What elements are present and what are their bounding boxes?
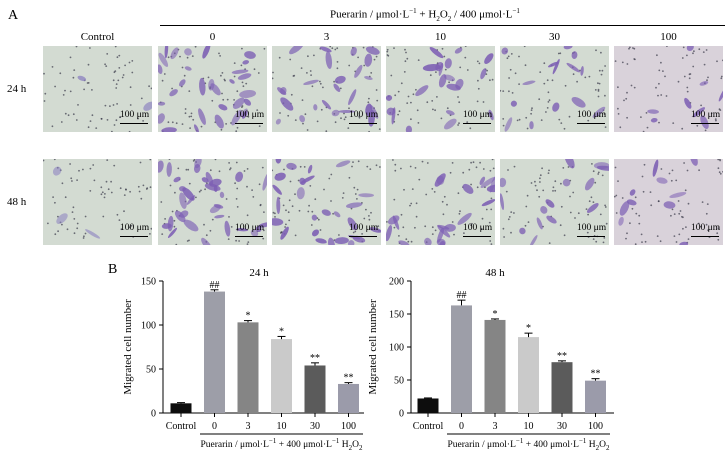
bar-100: [338, 383, 359, 413]
column-header-2: 3: [323, 31, 330, 43]
micrograph-r1-c5: 100 μm: [614, 159, 723, 245]
x-tick-label: 3: [493, 421, 498, 432]
scale-bar-label: 100 μm: [120, 110, 150, 120]
x-tick-label: 10: [524, 421, 534, 432]
chart-title: 24 h: [249, 267, 269, 279]
scale-bar: [235, 123, 263, 125]
significance-mark: ##: [210, 280, 220, 291]
significance-mark: **: [557, 351, 567, 362]
scale-bar: [691, 236, 719, 238]
x-tick-label: 0: [459, 421, 464, 432]
y-axis-label: Migrated cell number: [122, 299, 134, 395]
bar-30: [551, 362, 573, 413]
scale-bar-label: 100 μm: [463, 110, 493, 120]
x-tick-label: 10: [277, 421, 287, 432]
scale-bar-label: 100 μm: [463, 223, 493, 233]
micrograph-r0-c1: 100 μm: [158, 46, 267, 132]
y-tick-label: 100: [141, 321, 156, 332]
bar-Control: [170, 403, 192, 413]
x-axis-label: Puerarin / μmol·L−1 + 400 μmol·L−1 H2O2: [200, 437, 363, 452]
row-header-0: 24 h: [7, 83, 27, 95]
scale-bar: [235, 236, 263, 238]
x-axis-label: Puerarin / μmol·L−1 + 400 μmol·L−1 H2O2: [447, 437, 610, 452]
scale-bar: [577, 123, 605, 125]
micrograph-r0-c3: 100 μm: [386, 46, 495, 132]
micrograph-r1-c2: 100 μm: [272, 159, 381, 245]
y-tick-label: 50: [146, 365, 156, 376]
y-tick-label: 0: [151, 409, 156, 420]
bar-10: [271, 339, 292, 413]
x-tick-label: 30: [557, 421, 567, 432]
micrograph-r0-c4: 100 μm: [500, 46, 609, 132]
micrograph-r1-c4: 100 μm: [500, 159, 609, 245]
scale-bar: [349, 236, 377, 238]
panel-a-header: Puerarin / μmol·L−1 + H2O2 / 400 μmol·L−…: [330, 7, 520, 23]
significance-mark: **: [591, 369, 601, 380]
bar-0: [204, 291, 225, 413]
scale-bar-label: 100 μm: [691, 110, 721, 120]
scale-bar: [463, 236, 491, 238]
micrograph-r1-c0: 100 μm: [43, 159, 152, 245]
y-tick-label: 50: [394, 376, 404, 387]
y-tick-label: 100: [389, 343, 404, 354]
y-tick-label: 0: [399, 409, 404, 420]
micrograph-r0-c0: 100 μm: [43, 46, 152, 132]
x-tick-label: Control: [166, 421, 197, 432]
scale-bar-label: 100 μm: [235, 223, 265, 233]
micrograph-r1-c3: 100 μm: [386, 159, 495, 245]
scale-bar: [349, 123, 377, 125]
significance-mark: *: [246, 311, 251, 322]
significance-mark: *: [279, 326, 284, 337]
panel-a-label: A: [8, 8, 19, 23]
bar-10: [518, 337, 539, 413]
micrograph-r1-c1: 100 μm: [158, 159, 267, 245]
panel-label: B: [108, 262, 117, 277]
x-tick-label: Control: [413, 421, 444, 432]
bar-100: [585, 380, 606, 413]
scale-bar: [120, 123, 148, 125]
y-tick-label: 200: [389, 277, 404, 288]
scale-bar-label: 100 μm: [120, 223, 150, 233]
scale-bar-label: 100 μm: [349, 110, 379, 120]
column-header-4: 30: [549, 31, 560, 43]
x-tick-label: 100: [588, 421, 603, 432]
significance-mark: *: [526, 323, 531, 334]
y-tick-label: 150: [389, 310, 404, 321]
micrograph-r0-c5: 100 μm: [614, 46, 723, 132]
bar-3: [237, 322, 259, 413]
header-bracket-line: [160, 25, 725, 26]
row-header-1: 48 h: [7, 196, 27, 208]
y-tick-label: 150: [141, 277, 156, 288]
column-header-5: 100: [660, 31, 677, 43]
x-tick-label: 3: [246, 421, 251, 432]
x-tick-label: 0: [212, 421, 217, 432]
bar-30: [304, 365, 326, 413]
micrograph-r0-c2: 100 μm: [272, 46, 381, 132]
x-tick-label: 30: [310, 421, 320, 432]
bar-Control: [417, 398, 439, 413]
column-header-3: 10: [435, 31, 446, 43]
scale-bar: [691, 123, 719, 125]
column-header-1: 0: [209, 31, 216, 43]
significance-mark: **: [344, 373, 354, 384]
bar-3: [484, 319, 506, 413]
scale-bar: [577, 236, 605, 238]
significance-mark: **: [310, 353, 320, 364]
significance-mark: ##: [457, 290, 467, 301]
bar-0: [451, 305, 472, 413]
chart-title: 48 h: [485, 267, 505, 279]
scale-bar-label: 100 μm: [349, 223, 379, 233]
column-header-0: Control: [80, 31, 115, 43]
scale-bar-label: 100 μm: [577, 223, 607, 233]
scale-bar-label: 100 μm: [577, 110, 607, 120]
scale-bar: [120, 236, 148, 238]
y-axis-label: Migrated cell number: [367, 299, 379, 395]
x-tick-label: 100: [341, 421, 356, 432]
scale-bar: [463, 123, 491, 125]
significance-mark: *: [493, 309, 498, 320]
scale-bar-label: 100 μm: [691, 223, 721, 233]
scale-bar-label: 100 μm: [235, 110, 265, 120]
